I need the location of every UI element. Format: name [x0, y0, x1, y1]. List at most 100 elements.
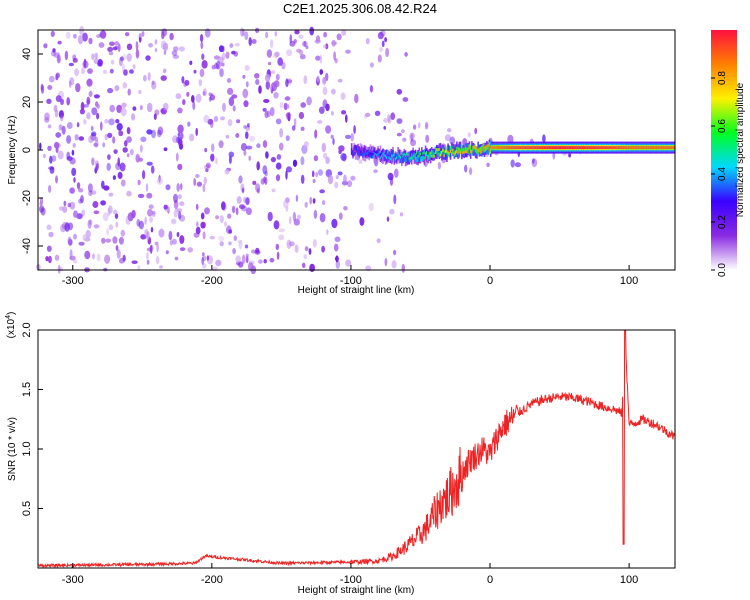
spectrogram-cell	[174, 256, 179, 261]
spectrogram-carrier-cell	[458, 147, 461, 151]
spectrogram-cell	[271, 188, 276, 193]
spectrogram-carrier-cell	[543, 146, 546, 149]
spectrogram-carrier-cell	[538, 146, 541, 149]
spectrogram-carrier-cell	[419, 152, 422, 156]
spectrogram-cell	[215, 215, 220, 220]
spectrogram-cell	[122, 82, 128, 89]
spectrogram-y-tick-label: -20	[21, 190, 33, 206]
spectrogram-carrier-cell	[426, 151, 428, 155]
spectrogram-carrier-cell	[592, 146, 595, 149]
spectrogram-cell	[199, 68, 205, 78]
spectrogram-cell	[218, 45, 224, 53]
spectrogram-cell	[108, 192, 114, 197]
spectrogram-carrier-cell	[363, 153, 366, 156]
spectrogram-carrier-cell	[433, 154, 436, 158]
spectrogram-carrier-cell	[401, 157, 403, 163]
spectrogram-cell	[152, 213, 156, 217]
spectrogram-carrier-cell	[411, 156, 413, 160]
spectrogram-cell	[227, 119, 233, 127]
spectrogram-cell	[50, 50, 57, 57]
spectrogram-carrier-cell	[558, 146, 561, 149]
spectrogram-cell	[119, 162, 126, 172]
spectrogram-carrier-cell	[467, 147, 469, 151]
spectrogram-cell	[327, 174, 334, 185]
spectrogram-cell	[148, 204, 154, 209]
spectrogram-carrier-cell	[557, 146, 560, 149]
spectrogram-carrier-cell	[458, 148, 461, 154]
spectrogram-cell	[177, 163, 183, 171]
spectrogram-cell	[289, 34, 293, 44]
spectrogram-carrier-cell	[454, 150, 457, 154]
spectrogram-carrier-cell	[524, 146, 527, 149]
spectrogram-cell	[390, 112, 396, 120]
spectrogram-carrier-cell	[406, 152, 408, 156]
spectrogram-cell	[350, 175, 356, 181]
spectrogram-carrier-cell	[388, 151, 391, 157]
spectrogram-carrier-cell	[418, 150, 421, 157]
spectrogram-carrier-cell	[414, 156, 417, 160]
spectrogram-cell	[303, 75, 308, 85]
spectrogram-carrier-cell	[658, 146, 661, 149]
spectrogram-cell	[298, 34, 304, 39]
spectrogram-cell	[135, 49, 140, 59]
spectrogram-cell	[291, 125, 296, 131]
spectrogram-cell	[196, 221, 199, 228]
spectrogram-carrier-cell	[462, 151, 464, 155]
spectrogram-carrier-cell	[371, 148, 373, 152]
spectrogram-carrier-cell	[638, 146, 641, 149]
spectrogram-cell	[81, 67, 85, 75]
spectrogram-carrier-cell	[438, 152, 441, 158]
spectrogram-carrier-cell	[595, 146, 597, 149]
spectrogram-carrier-cell	[487, 144, 489, 150]
spectrogram-cell	[285, 170, 288, 180]
spectrogram-carrier-cell	[418, 154, 421, 158]
spectrogram-cell	[202, 263, 207, 269]
spectrogram-cell	[317, 169, 323, 176]
spectrogram-carrier-cell	[482, 142, 484, 149]
spectrogram-cell	[78, 198, 83, 204]
spectrogram-cell	[102, 142, 106, 148]
spectrogram-cell	[309, 196, 313, 205]
spectrogram-cell	[345, 114, 348, 123]
spectrogram-cell	[219, 68, 224, 78]
spectrogram-cell	[242, 88, 249, 99]
spectrogram-cell	[186, 91, 190, 97]
spectrogram-cell	[124, 140, 128, 147]
spectrogram-cell	[394, 168, 399, 178]
spectrogram-cell	[105, 238, 112, 243]
spectrogram-cell	[245, 81, 249, 88]
spectrogram-carrier-cell	[573, 146, 576, 149]
spectrogram-cell	[96, 34, 101, 39]
spectrogram-cell	[314, 129, 318, 139]
spectrogram-cell	[269, 257, 275, 263]
spectrogram-cell	[232, 105, 236, 112]
spectrogram-carrier-cell	[416, 151, 418, 155]
spectrogram-cell	[224, 169, 230, 175]
spectrogram-cell	[132, 64, 136, 70]
spectrogram-carrier-cell	[403, 152, 406, 156]
spectrogram-cell	[301, 262, 306, 268]
spectrogram-cell	[193, 178, 197, 186]
spectrogram-cell	[284, 96, 291, 101]
spectrogram-carrier-cell	[671, 146, 673, 149]
spectrogram-carrier-cell	[449, 146, 452, 152]
spectrogram-cell	[131, 260, 138, 265]
spectrogram-cell	[146, 129, 153, 135]
spectrogram-cell	[368, 202, 374, 212]
spectrogram-cell	[83, 104, 89, 108]
spectrogram-cell	[251, 249, 256, 254]
spectrogram-x-tick-label: -300	[62, 275, 84, 287]
spectrogram-carrier-cell	[665, 146, 667, 149]
spectrogram-cell	[40, 207, 46, 216]
spectrogram-carrier-cell	[519, 146, 522, 149]
spectrogram-cell	[154, 48, 158, 53]
spectrogram-cell	[204, 147, 208, 153]
spectrogram-cell	[77, 35, 84, 45]
spectrogram-cell	[112, 136, 116, 144]
spectrogram-carrier-cell	[394, 157, 397, 161]
spectrogram-cell	[149, 244, 154, 251]
spectrogram-carrier-cell	[448, 152, 451, 155]
spectrogram-carrier-cell	[428, 154, 431, 160]
spectrogram-cell	[322, 86, 328, 96]
spectrogram-carrier-cell	[637, 146, 640, 149]
